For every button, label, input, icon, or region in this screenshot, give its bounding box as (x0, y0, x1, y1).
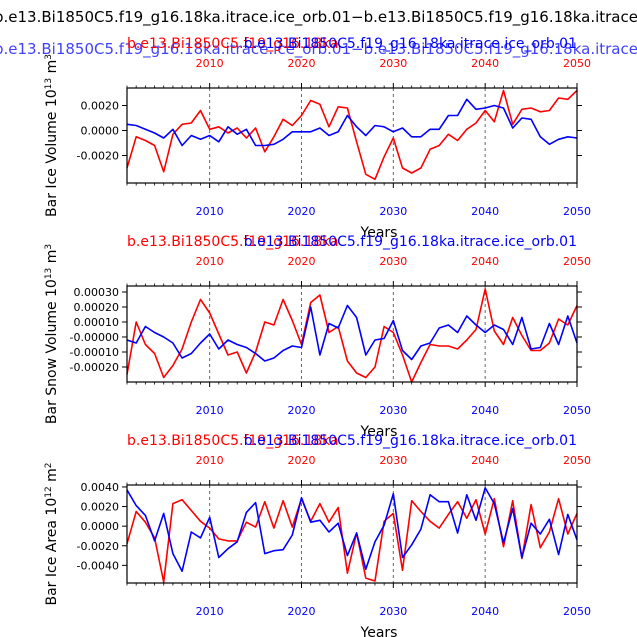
series-line-blue (126, 98, 578, 147)
y-axis-label: Bar Ice Area 1012 m2 (44, 462, 60, 605)
y-axis-label-unit-exponent: 3 (44, 244, 54, 250)
figure-title-line-1: b.e13.Bi1850C5.f19_g16.18ka.itrace.ice_o… (0, 8, 637, 27)
x-tick-label-bottom: 2040 (471, 404, 499, 417)
x-tick-label-top: 2030 (379, 57, 407, 70)
y-axis-label-unit: m (44, 468, 60, 486)
y-tick-label: -0.0040 (77, 559, 119, 572)
panel-title-right: b.e13.Bi1850C5.f19_g16.18ka.itrace.ice_o… (244, 36, 577, 52)
x-tick-label-bottom: 2010 (196, 205, 224, 218)
x-tick-label-bottom: 2050 (563, 404, 591, 417)
x-tick-label-top: 2010 (196, 57, 224, 70)
x-tick-label-top: 2020 (287, 57, 315, 70)
y-axis-label-unit-exponent: 2 (44, 462, 54, 468)
x-tick-label-top: 2050 (563, 57, 591, 70)
y-tick-label: 0.00010 (74, 316, 120, 329)
series-line-blue (126, 304, 578, 362)
chart-panel-1: b.e13.Bi1850C5.f19_g16.18kab.e13.Bi1850C… (44, 36, 591, 241)
y-tick-label: 0.0040 (81, 481, 120, 494)
x-tick-label-bottom: 2030 (379, 205, 407, 218)
y-axis-label-exponent: 13 (44, 78, 54, 89)
y-axis-label-main: Bar Ice Area 10 (44, 498, 60, 606)
y-axis-label-unit: m (44, 60, 60, 78)
x-tick-label-bottom: 2020 (287, 605, 315, 618)
panel-title-left: b.e13.Bi1850C5.f19_g16.18ka (127, 36, 339, 52)
y-axis-label-unit: m (44, 250, 60, 268)
y-tick-label: -0.00010 (70, 346, 119, 359)
chart-panel-2: b.e13.Bi1850C5.f19_g16.18kab.e13.Bi1850C… (44, 234, 591, 440)
x-axis-label: Years (360, 625, 398, 637)
x-tick-label-top: 2020 (287, 255, 315, 268)
plot-frame (126, 285, 578, 383)
y-tick-label: 0.0020 (81, 501, 120, 514)
series-line-red (126, 497, 578, 583)
y-tick-label: -0.0020 (77, 540, 119, 553)
y-axis-label: Bar Snow Volume 1013 m3 (44, 244, 60, 424)
x-tick-label-bottom: 2020 (287, 205, 315, 218)
y-axis-label-main: Bar Snow Volume 10 (44, 279, 60, 424)
x-tick-label-bottom: 2050 (563, 205, 591, 218)
panel-title-left: b.e13.Bi1850C5.f19_g16.18ka (127, 433, 339, 449)
x-tick-label-bottom: 2040 (471, 605, 499, 618)
x-tick-label-bottom: 2040 (471, 205, 499, 218)
x-tick-label-top: 2030 (379, 255, 407, 268)
y-tick-label: 0.00030 (74, 286, 120, 299)
x-tick-label-bottom: 2010 (196, 605, 224, 618)
y-axis-label-exponent: 12 (44, 486, 54, 497)
x-tick-label-top: 2050 (563, 255, 591, 268)
y-tick-label: 0.0000 (81, 125, 120, 138)
y-axis-label-unit-exponent: 3 (44, 54, 54, 60)
y-axis-label: Bar Ice Volume 1013 m3 (44, 54, 60, 217)
panel-title-left: b.e13.Bi1850C5.f19_g16.18ka (127, 234, 339, 250)
series-line-red (126, 89, 578, 181)
series-line-red (126, 288, 578, 383)
series-line-blue (126, 487, 578, 573)
x-tick-label-top: 2040 (471, 57, 499, 70)
chart-panel-3: b.e13.Bi1850C5.f19_g16.18kab.e13.Bi1850C… (44, 433, 591, 637)
plot-frame (126, 484, 578, 584)
x-tick-label-top: 2040 (471, 454, 499, 467)
x-tick-label-bottom: 2020 (287, 404, 315, 417)
x-tick-label-top: 2050 (563, 454, 591, 467)
x-tick-label-top: 2010 (196, 255, 224, 268)
x-tick-label-bottom: 2030 (379, 605, 407, 618)
x-axis-label: Years (360, 424, 398, 440)
x-axis-label: Years (360, 225, 398, 241)
panel-title-right: b.e13.Bi1850C5.f19_g16.18ka.itrace.ice_o… (244, 234, 577, 250)
x-tick-label-bottom: 2010 (196, 404, 224, 417)
x-tick-label-bottom: 2050 (563, 605, 591, 618)
y-axis-label-main: Bar Ice Volume 10 (44, 89, 60, 217)
panel-title-right: b.e13.Bi1850C5.f19_g16.18ka.itrace.ice_o… (244, 433, 577, 449)
y-tick-label: 0.0020 (81, 100, 120, 113)
y-tick-label: 0.0000 (81, 520, 120, 533)
x-tick-label-top: 2030 (379, 454, 407, 467)
x-tick-label-top: 2020 (287, 454, 315, 467)
figure-title-line-2: b.e13.Bi1850C5.f19_g16.18ka.itrace.ice_o… (0, 40, 637, 59)
x-tick-label-top: 2040 (471, 255, 499, 268)
y-tick-label: -0.0020 (77, 150, 119, 163)
plot-frame (126, 87, 578, 184)
x-tick-label-bottom: 2030 (379, 404, 407, 417)
x-tick-label-top: 2010 (196, 454, 224, 467)
y-axis-label-exponent: 13 (44, 268, 54, 279)
y-tick-label: -0.00020 (70, 361, 119, 374)
y-tick-label: -0.00000 (70, 331, 119, 344)
y-tick-label: 0.00020 (74, 301, 120, 314)
